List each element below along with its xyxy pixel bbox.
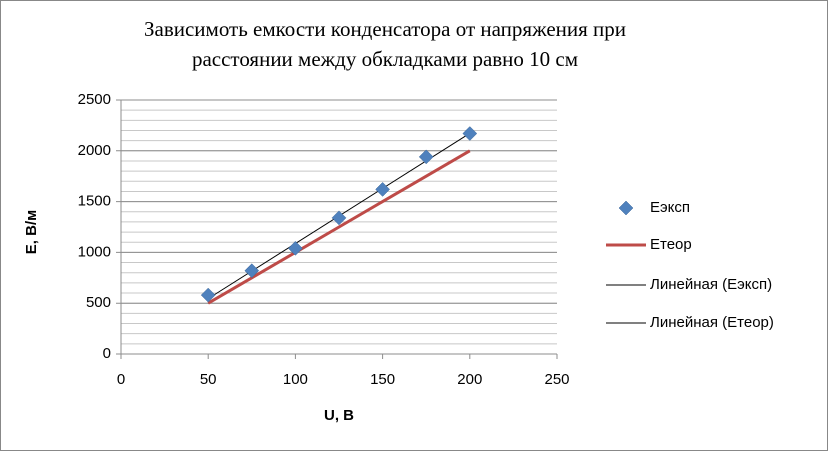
y-tick-label: 500 — [86, 294, 111, 311]
x-tick-label: 50 — [200, 371, 217, 388]
legend-marker — [618, 200, 634, 216]
x-tick-label: 250 — [544, 371, 569, 388]
data-point — [375, 182, 390, 197]
chart-title: Зависимоть емкости конденсатора от напря… — [144, 17, 626, 41]
y-tick-label: 0 — [103, 345, 111, 362]
legend-label: Етеор — [650, 236, 692, 253]
x-tick-label: 100 — [283, 371, 308, 388]
y-tick-label: 1500 — [78, 193, 111, 210]
x-tick-label: 200 — [457, 371, 482, 388]
data-point — [418, 149, 434, 165]
data-point — [200, 287, 216, 303]
data-point — [462, 126, 478, 141]
y-tick-label: 2500 — [78, 91, 111, 108]
x-axis-label: U, В — [324, 407, 354, 424]
x-tick-label: 150 — [370, 371, 395, 388]
data-point — [331, 210, 347, 226]
y-tick-label: 2000 — [78, 142, 111, 159]
y-tick-label: 1000 — [78, 243, 111, 260]
y-axis-label: Е, В/м — [23, 210, 40, 254]
data-point — [244, 263, 260, 279]
legend-label: Линейная (Етеор) — [650, 314, 774, 331]
legend-label: Линейная (Еэксп) — [650, 276, 772, 293]
legend-label: Еэксп — [650, 199, 690, 216]
x-tick-label: 0 — [117, 371, 125, 388]
chart-title: расстоянии между обкладками равно 10 см — [192, 47, 578, 71]
data-point — [288, 240, 303, 256]
